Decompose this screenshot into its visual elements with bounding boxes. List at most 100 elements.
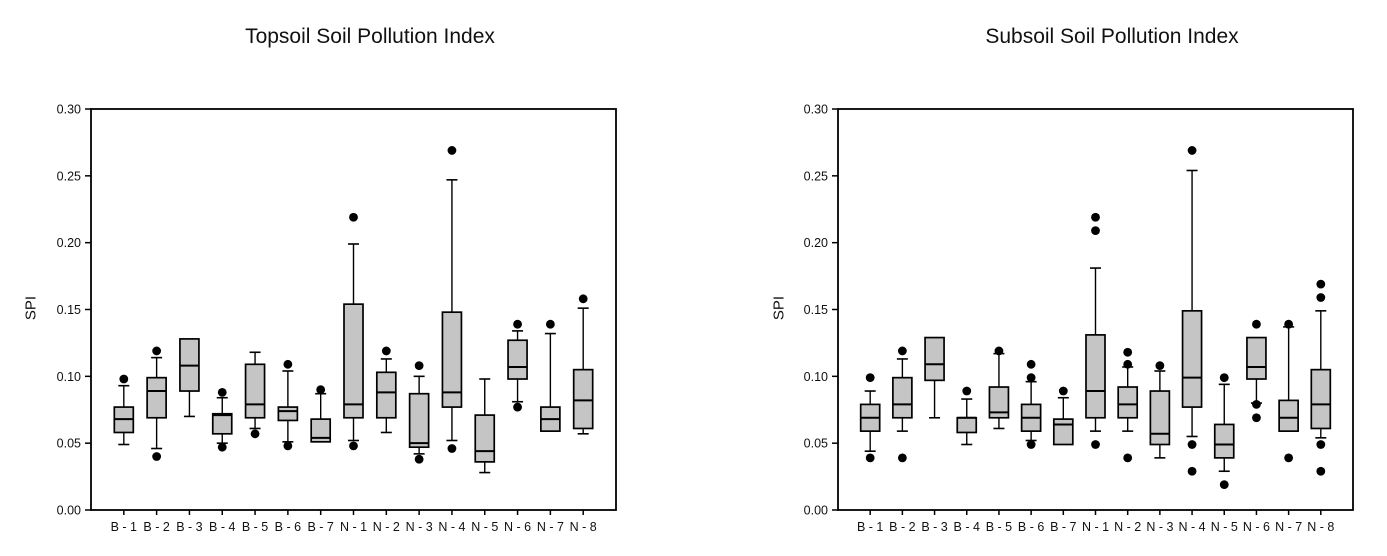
box-rect <box>988 386 1010 419</box>
outlier-dot <box>1091 226 1100 236</box>
outlier-dot <box>381 346 391 356</box>
outlier-dot <box>1026 373 1036 383</box>
box-rect <box>1213 423 1235 459</box>
box-rect <box>343 303 364 419</box>
outlier-dot <box>1316 279 1326 289</box>
outlier-dot <box>1219 373 1229 383</box>
x-tick-label: B - 4 <box>209 520 235 534</box>
box-rect <box>1310 368 1332 430</box>
y-tick-label: 0.20 <box>57 236 81 250</box>
x-tick-label: N - 8 <box>570 520 597 534</box>
x-tick-label: N - 3 <box>1146 520 1173 534</box>
outlier-dot <box>578 294 588 304</box>
outlier-dot <box>1252 400 1261 409</box>
y-tick-label: 0.05 <box>804 437 828 451</box>
outlier-dot <box>447 146 457 155</box>
outlier-dot <box>897 346 907 356</box>
outlier-dot <box>1316 440 1326 449</box>
box-rect <box>1117 386 1139 419</box>
y-tick-label: 0.20 <box>804 236 828 250</box>
outlier-dot <box>513 402 522 412</box>
x-tick-label: B - 6 <box>275 520 301 534</box>
box-rect <box>211 412 233 435</box>
box-rect <box>1085 334 1106 419</box>
x-tick-label: N - 1 <box>340 520 367 534</box>
outlier-dot <box>414 454 424 464</box>
outlier-dot <box>1026 440 1036 449</box>
outlier-dot <box>152 452 162 461</box>
outlier-dot <box>349 212 358 222</box>
x-tick-label: N - 5 <box>1211 520 1238 534</box>
box-rect <box>1052 418 1074 446</box>
outlier-dot <box>1252 319 1261 329</box>
x-tick-label: N - 8 <box>1307 520 1334 534</box>
outlier-dot <box>1026 359 1036 369</box>
outlier-dot <box>1123 453 1133 463</box>
y-tick-label: 0.25 <box>804 169 828 183</box>
box-rect <box>375 371 397 419</box>
outlier-dot <box>994 346 1004 356</box>
outlier-dot <box>119 374 129 384</box>
x-tick-label: B - 5 <box>986 520 1012 534</box>
x-tick-label: N - 7 <box>1275 520 1302 534</box>
y-tick-label: 0.10 <box>57 370 81 384</box>
x-tick-label: N - 4 <box>1179 520 1206 534</box>
outlier-dot <box>545 319 555 329</box>
outlier-dot <box>1316 466 1326 476</box>
outlier-dot <box>1316 293 1326 302</box>
outlier-dot <box>1123 359 1133 369</box>
box-rect <box>956 416 978 434</box>
box-rect <box>924 336 945 382</box>
box-rect <box>1246 336 1267 380</box>
outlier-dot <box>1155 361 1165 371</box>
outlier-dot <box>1091 212 1100 222</box>
x-tick-label: N - 2 <box>1114 520 1141 534</box>
box-rect <box>572 368 594 430</box>
x-tick-label: B - 7 <box>1050 520 1076 534</box>
outlier-dot <box>349 441 358 451</box>
outlier-dot <box>283 441 293 451</box>
x-tick-label: N - 7 <box>537 520 564 534</box>
x-tick-label: B - 1 <box>857 520 883 534</box>
outlier-dot <box>1187 440 1197 449</box>
outlier-dot <box>865 373 875 383</box>
y-tick-label: 0.00 <box>57 504 81 518</box>
box-rect <box>310 418 332 443</box>
box-rect <box>474 414 496 463</box>
box-rect <box>244 363 266 419</box>
outlier-dot <box>865 453 875 463</box>
x-tick-label: N - 6 <box>1243 520 1270 534</box>
outlier-dot <box>962 386 972 396</box>
x-tick-label: N - 2 <box>373 520 400 534</box>
outlier-dot <box>217 387 227 397</box>
x-tick-label: B - 2 <box>889 520 915 534</box>
y-tick-label: 0.15 <box>804 303 828 317</box>
topsoil-chart-title: Topsoil Soil Pollution Index <box>245 25 495 48</box>
outlier-dot <box>316 385 326 395</box>
subsoil-chart-title: Subsoil Soil Pollution Index <box>985 25 1239 48</box>
x-tick-label: N - 4 <box>438 520 465 534</box>
x-tick-label: N - 6 <box>504 520 531 534</box>
outlier-dot <box>414 361 424 371</box>
outlier-dot <box>1219 480 1229 490</box>
y-tick-label: 0.30 <box>57 103 81 117</box>
box-rect <box>277 406 299 422</box>
box-rect <box>892 376 913 419</box>
y-tick-label: 0.25 <box>57 169 81 183</box>
y-tick-label: 0.00 <box>804 504 828 518</box>
box-rect <box>146 376 167 419</box>
box-rect <box>1278 399 1299 432</box>
box-rect <box>441 311 463 408</box>
y-tick-label: 0.30 <box>804 103 828 117</box>
x-tick-label: B - 4 <box>954 520 980 534</box>
x-tick-label: B - 5 <box>242 520 268 534</box>
outlier-dot <box>1252 413 1261 423</box>
outlier-dot <box>152 346 162 356</box>
x-tick-label: B - 6 <box>1018 520 1044 534</box>
box-rect <box>1181 309 1203 408</box>
outlier-dot <box>1284 453 1294 463</box>
outlier-dot <box>1187 466 1197 476</box>
x-tick-label: N - 5 <box>471 520 498 534</box>
x-tick-label: N - 3 <box>406 520 433 534</box>
